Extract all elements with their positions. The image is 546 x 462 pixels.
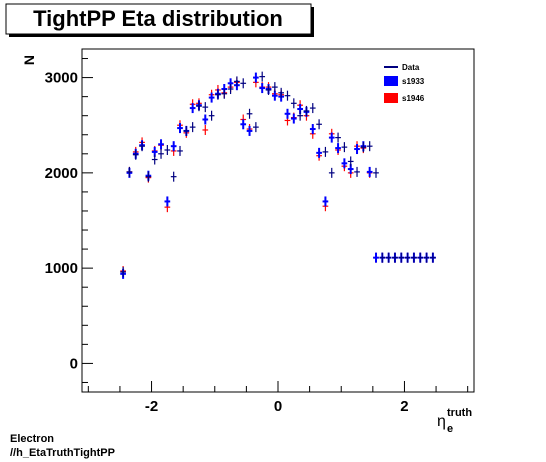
marker-s1933 <box>316 147 322 158</box>
y-tick-label: 1000 <box>45 260 78 277</box>
legend-data-label: Data <box>402 63 420 72</box>
marker-s1933 <box>309 124 316 135</box>
marker-data <box>303 105 310 116</box>
marker-s1933 <box>354 144 360 155</box>
marker-data <box>265 84 272 95</box>
footer-line-1: Electron <box>10 433 54 445</box>
marker-data <box>411 252 417 263</box>
x-tick-label: 2 <box>400 398 408 415</box>
marker-data <box>208 110 215 121</box>
marker-data <box>189 122 196 133</box>
legend-s1946-label: s1946 <box>402 94 425 103</box>
marker-data <box>271 82 278 93</box>
marker-data <box>259 71 266 82</box>
marker-s1933 <box>259 83 266 94</box>
marker-data <box>183 125 190 136</box>
marker-s1933 <box>170 141 177 152</box>
marker-data <box>284 90 291 101</box>
y-axis-label: N <box>21 55 37 65</box>
marker-data <box>335 132 341 143</box>
marker-data <box>290 98 297 109</box>
data-markers <box>120 71 436 279</box>
marker-data <box>177 145 183 156</box>
marker-data <box>322 146 329 157</box>
marker-s1933 <box>189 103 196 114</box>
marker-data <box>215 89 221 100</box>
marker-data <box>170 171 177 182</box>
marker-data <box>392 252 398 263</box>
legend-s1946-swatch <box>384 93 398 103</box>
marker-data <box>316 119 322 130</box>
marker-data <box>253 122 259 133</box>
marker-data <box>158 148 164 159</box>
marker-data <box>164 144 171 155</box>
y-tick-label: 2000 <box>45 165 78 182</box>
marker-data <box>126 166 133 177</box>
marker-data <box>347 156 354 167</box>
marker-data <box>354 166 360 177</box>
chart-title: TightPP Eta distribution <box>33 6 283 31</box>
marker-data <box>398 252 405 263</box>
marker-data <box>297 110 303 121</box>
x-axis-label: η e truth <box>437 407 472 435</box>
marker-s1933 <box>373 252 379 263</box>
title-box: TightPP Eta distribution <box>5 3 314 37</box>
marker-s1946 <box>202 124 209 135</box>
marker-s1933 <box>335 143 341 154</box>
marker-data <box>240 78 247 89</box>
marker-data <box>202 102 209 113</box>
marker-data <box>139 141 145 152</box>
marker-s1933 <box>290 113 297 124</box>
marker-s1933 <box>208 92 215 103</box>
marker-data <box>246 108 253 119</box>
marker-data <box>373 167 379 178</box>
marker-data <box>379 252 386 263</box>
marker-data <box>404 252 411 263</box>
marker-s1933 <box>328 132 335 143</box>
marker-s1933 <box>253 72 259 83</box>
legend-s1933-swatch <box>384 76 398 86</box>
marker-data <box>120 266 126 277</box>
marker-data <box>328 167 335 178</box>
legend-s1933-label: s1933 <box>402 77 425 86</box>
marker-data <box>417 252 424 263</box>
marker-data <box>341 142 348 153</box>
marker-s1933 <box>158 139 164 150</box>
x-axis-label-main: η <box>437 413 446 430</box>
x-tick-label: -2 <box>145 398 158 415</box>
marker-data <box>221 88 228 99</box>
marker-s1933 <box>284 108 291 119</box>
marker-data <box>196 101 202 112</box>
marker-s1933 <box>322 196 329 207</box>
marker-s1933 <box>164 196 171 207</box>
marker-data <box>309 103 316 114</box>
x-axis-label-sup: truth <box>447 407 472 419</box>
marker-data <box>145 171 152 182</box>
marker-s1933 <box>366 166 373 177</box>
marker-data <box>278 87 285 98</box>
marker-data <box>360 142 367 153</box>
marker-data <box>423 252 430 263</box>
marker-s1933 <box>240 119 247 130</box>
marker-s1933 <box>341 158 348 169</box>
marker-s1933 <box>177 123 183 134</box>
x-tick-label: 0 <box>274 398 282 415</box>
marker-s1933 <box>202 114 209 125</box>
axes: -2 0 2 0 1000 2000 3000 <box>45 58 469 415</box>
marker-s1933 <box>271 90 278 101</box>
footer-line-2: //h_EtaTruthTightPP <box>10 447 115 459</box>
y-tick-label: 0 <box>70 355 78 372</box>
marker-data <box>132 149 139 160</box>
marker-s1933 <box>246 125 253 136</box>
marker-data <box>151 154 158 165</box>
y-tick-label: 3000 <box>45 70 78 87</box>
marker-data <box>227 84 234 95</box>
legend: Data s1933 s1946 <box>384 63 425 103</box>
marker-data <box>234 76 240 87</box>
marker-data <box>366 141 373 152</box>
x-axis-label-sub: e <box>447 423 453 435</box>
marker-data <box>385 252 392 263</box>
marker-data <box>430 252 436 263</box>
